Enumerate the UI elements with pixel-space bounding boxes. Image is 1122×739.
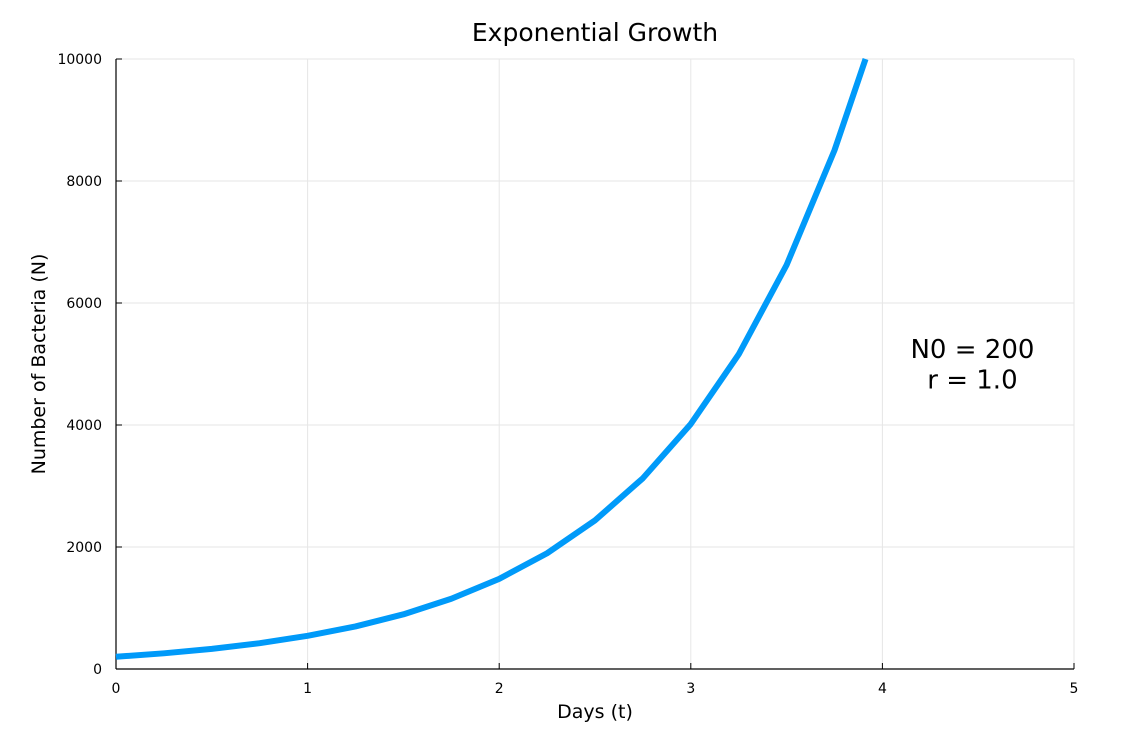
y-tick-label: 6000 xyxy=(66,296,102,312)
series-line xyxy=(115,58,869,660)
y-tick-label: 2000 xyxy=(66,540,102,556)
x-tick-label: 4 xyxy=(878,681,887,697)
chart-title: Exponential Growth xyxy=(472,18,718,47)
y-tick-label: 0 xyxy=(93,662,102,678)
annotation-n0: N0 = 200 xyxy=(910,335,1034,365)
annotation-r: r = 1.0 xyxy=(927,365,1017,395)
x-tick-label: 0 xyxy=(112,681,121,697)
y-tick-label: 4000 xyxy=(66,418,102,434)
x-tick-label: 3 xyxy=(686,681,695,697)
x-tick-label: 1 xyxy=(303,681,312,697)
y-axis-title: Number of Bacteria (N) xyxy=(28,254,50,475)
x-tick-label: 2 xyxy=(495,681,504,697)
y-tick-label: 10000 xyxy=(57,52,102,68)
x-axis-title: Days (t) xyxy=(557,701,633,723)
ticks: 0 1 2 3 4 5 0 2000 4000 6000 8000 10000 xyxy=(57,52,1078,697)
axes xyxy=(115,59,1074,670)
grid-lines xyxy=(116,58,1075,669)
series-layer xyxy=(115,58,869,660)
x-tick-label: 5 xyxy=(1070,681,1079,697)
y-tick-label: 8000 xyxy=(66,174,102,190)
